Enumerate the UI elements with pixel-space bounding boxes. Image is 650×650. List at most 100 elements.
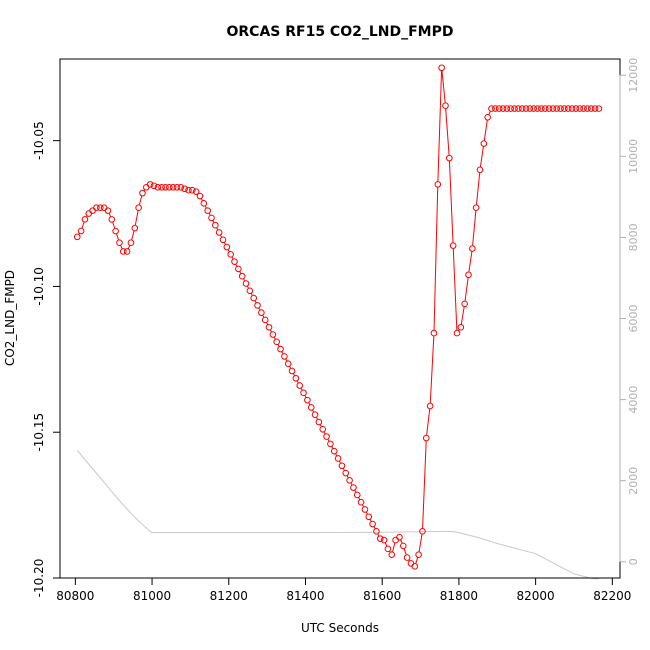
plot-frame xyxy=(59,58,621,579)
x-axis-label: UTC Seconds xyxy=(301,621,379,635)
data-point xyxy=(411,563,419,570)
line-segment xyxy=(392,542,396,553)
x-tick-label: 81800 xyxy=(440,589,478,603)
data-point xyxy=(453,329,461,337)
data-point xyxy=(346,477,353,484)
y2-tick-label: 10000 xyxy=(627,139,640,174)
data-point xyxy=(300,389,307,397)
data-point xyxy=(254,302,261,309)
data-point xyxy=(173,183,181,191)
data-point xyxy=(158,183,165,191)
data-point xyxy=(426,402,434,410)
data-point xyxy=(488,105,495,112)
data-point xyxy=(166,183,173,191)
data-point xyxy=(212,221,219,229)
data-point xyxy=(261,316,269,324)
data-point xyxy=(480,140,488,147)
data-point xyxy=(127,239,135,246)
data-point xyxy=(169,183,177,191)
data-point xyxy=(350,484,357,491)
data-point xyxy=(154,183,162,191)
line-segment xyxy=(429,335,435,404)
data-point xyxy=(246,287,254,295)
data-point xyxy=(143,183,150,191)
data-point xyxy=(258,309,265,316)
data-point xyxy=(403,554,411,561)
line-segment xyxy=(426,408,431,436)
data-point xyxy=(457,323,465,331)
line-segment xyxy=(384,542,388,547)
line-segment xyxy=(127,245,131,250)
data-point xyxy=(353,491,361,499)
primary-series-line xyxy=(78,70,491,564)
line-segment xyxy=(418,534,423,552)
line-segment xyxy=(445,108,450,156)
data-point xyxy=(430,329,438,337)
data-point xyxy=(311,411,319,419)
line-segment xyxy=(131,230,135,241)
line-segment xyxy=(472,210,477,246)
line-segment xyxy=(483,120,488,141)
data-point xyxy=(135,204,142,211)
y-tick-label: -10.20 xyxy=(32,559,46,598)
line-segment xyxy=(460,306,465,325)
data-point xyxy=(112,227,119,235)
data-point xyxy=(227,251,234,258)
line-segment xyxy=(464,277,469,302)
data-point xyxy=(511,105,518,112)
line-segment xyxy=(415,557,419,564)
data-point xyxy=(373,528,380,535)
x-tick-label: 82000 xyxy=(517,589,555,603)
x-tick-label: 80800 xyxy=(56,589,94,603)
data-point xyxy=(438,64,445,72)
data-point xyxy=(392,536,399,544)
y-axis-left: -10.20 -10.15 -10.10 -10.05 xyxy=(32,121,61,598)
data-point xyxy=(495,105,503,112)
data-point xyxy=(465,271,472,279)
data-point xyxy=(507,105,514,112)
data-point xyxy=(396,533,403,541)
secondary-series-line xyxy=(76,449,599,580)
data-point xyxy=(472,204,480,211)
data-point xyxy=(235,265,242,273)
x-tick-label: 81000 xyxy=(133,589,171,603)
y-tick-label: -10.15 xyxy=(32,413,46,452)
data-point xyxy=(200,200,208,207)
data-point xyxy=(499,105,507,112)
data-point xyxy=(561,105,568,112)
data-point xyxy=(576,105,584,112)
y-tick-label: -10.10 xyxy=(32,267,46,306)
line-segment xyxy=(452,248,458,331)
data-point xyxy=(77,227,85,235)
data-point xyxy=(73,233,81,241)
data-point xyxy=(100,204,108,211)
data-point xyxy=(269,331,277,338)
data-point xyxy=(541,105,549,112)
data-point xyxy=(307,404,315,411)
data-point xyxy=(304,396,311,404)
line-segment xyxy=(441,70,446,103)
data-point xyxy=(549,105,557,112)
data-point xyxy=(123,248,131,255)
line-segment xyxy=(81,221,85,229)
y-axis-label: CO2_LND_FMPD xyxy=(3,270,17,366)
line-segment xyxy=(468,251,473,273)
data-point xyxy=(104,207,112,214)
data-point xyxy=(515,105,522,112)
y-axis-right: 0 2000 4000 6000 8000 10000 12000 xyxy=(619,58,640,565)
data-point xyxy=(484,114,491,121)
data-point xyxy=(587,105,595,112)
data-point xyxy=(323,433,330,440)
y2-tick-label: 12000 xyxy=(627,58,640,93)
data-point xyxy=(273,338,281,346)
data-point xyxy=(296,382,304,389)
data-point xyxy=(357,498,365,506)
line-segment xyxy=(108,212,112,218)
data-point xyxy=(334,455,342,462)
data-point xyxy=(265,323,273,331)
line-segment xyxy=(403,548,407,556)
y2-tick-label: 2000 xyxy=(627,467,640,495)
data-point xyxy=(492,105,499,112)
data-point xyxy=(564,105,572,112)
